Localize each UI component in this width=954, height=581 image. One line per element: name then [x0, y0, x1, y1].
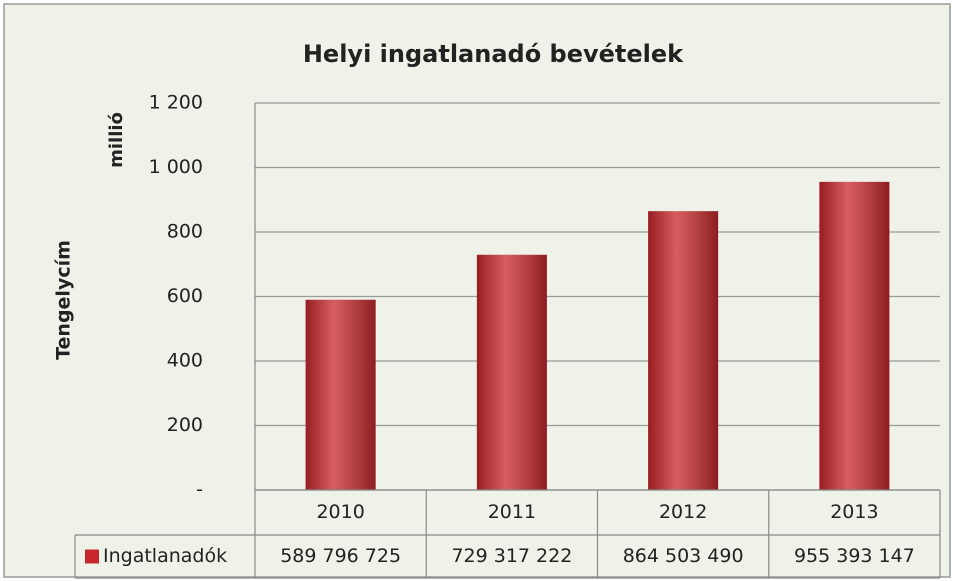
- data-label: 864 503 490: [623, 545, 744, 567]
- x-tick-label: 2010: [316, 501, 364, 523]
- x-tick-label: 2011: [488, 501, 536, 523]
- y-tick-label: 200: [167, 414, 203, 436]
- y-axis-label: Tengelycím: [53, 240, 75, 360]
- chart-title: Helyi ingatlanadó bevételek: [303, 40, 684, 68]
- x-tick-label: 2013: [830, 501, 878, 523]
- bar-shine: [305, 299, 376, 490]
- bar-shine: [819, 181, 890, 490]
- y-tick-label: 1 200: [149, 92, 203, 114]
- data-label: 589 796 725: [280, 545, 401, 567]
- data-label: 955 393 147: [794, 545, 915, 567]
- x-tick-label: 2012: [659, 501, 707, 523]
- y-tick-label: 1 000: [149, 156, 203, 178]
- y-tick-label: 400: [167, 350, 203, 372]
- bar-shine: [476, 254, 547, 490]
- y-tick-label: -: [196, 479, 203, 501]
- legend-label: Ingatlanadók: [103, 545, 227, 567]
- y-tick-label: 600: [167, 285, 203, 307]
- y-tick-label: 800: [167, 221, 203, 243]
- bar-shine: [648, 211, 719, 490]
- data-label: 729 317 222: [451, 545, 572, 567]
- unit-label: millió: [106, 112, 127, 168]
- legend-key: [85, 549, 99, 564]
